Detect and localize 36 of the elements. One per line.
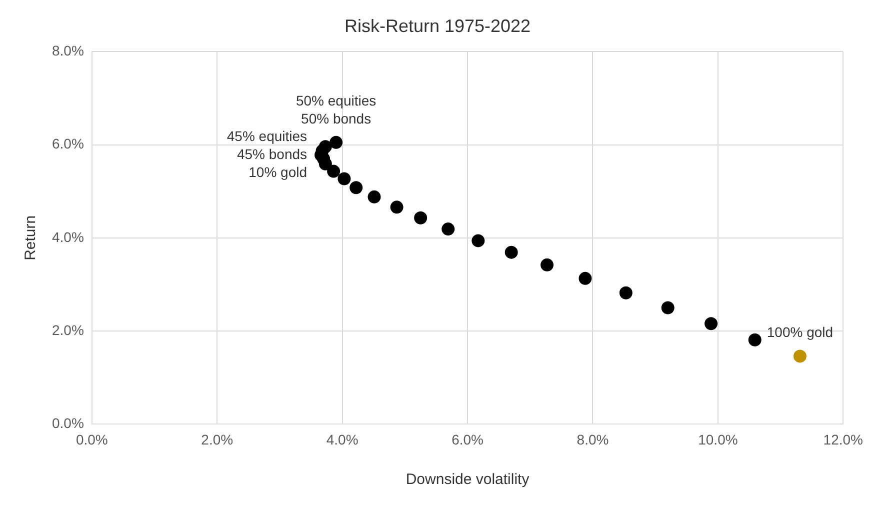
point: [619, 286, 632, 300]
x-tick-label: 8.0%: [576, 431, 609, 448]
point: [472, 234, 485, 248]
point: [442, 222, 455, 236]
point: [368, 190, 381, 204]
y-tick-label: 4.0%: [52, 228, 84, 245]
point: [350, 181, 363, 194]
point: [578, 272, 592, 285]
point: [330, 136, 343, 149]
chart-title: Risk-Return 1975-2022: [344, 16, 531, 36]
y-tick-label: 2.0%: [52, 322, 84, 338]
point: [540, 258, 554, 272]
x-axis-title: Downside volatility: [406, 471, 530, 488]
point: [748, 333, 762, 346]
point: [338, 172, 351, 186]
point: [661, 301, 674, 314]
x-tick-label: 4.0%: [326, 431, 358, 448]
point: [390, 200, 404, 214]
y-tick-label: 6.0%: [52, 136, 84, 152]
point: [504, 246, 518, 259]
x-tick-label: 10.0%: [698, 431, 738, 448]
y-axis-title: Return: [22, 215, 40, 260]
x-tick-label: 0.0%: [76, 431, 108, 448]
annotation: 45% equities 45% bonds 10% gold: [226, 128, 308, 180]
y-tick-label: 8.0%: [52, 42, 84, 58]
x-tick-label: 6.0%: [452, 431, 484, 448]
x-tick-label: 2.0%: [201, 431, 234, 448]
point: [414, 211, 428, 224]
point: [704, 317, 718, 330]
y-tick-label: 0.0%: [52, 415, 84, 432]
point: [318, 157, 332, 170]
x-tick-label: 12.0%: [823, 431, 864, 448]
annotation: 100% gold: [766, 324, 834, 340]
annotation: 50% equities 50% bonds: [296, 92, 376, 126]
point: [793, 350, 806, 363]
point: [327, 164, 340, 178]
